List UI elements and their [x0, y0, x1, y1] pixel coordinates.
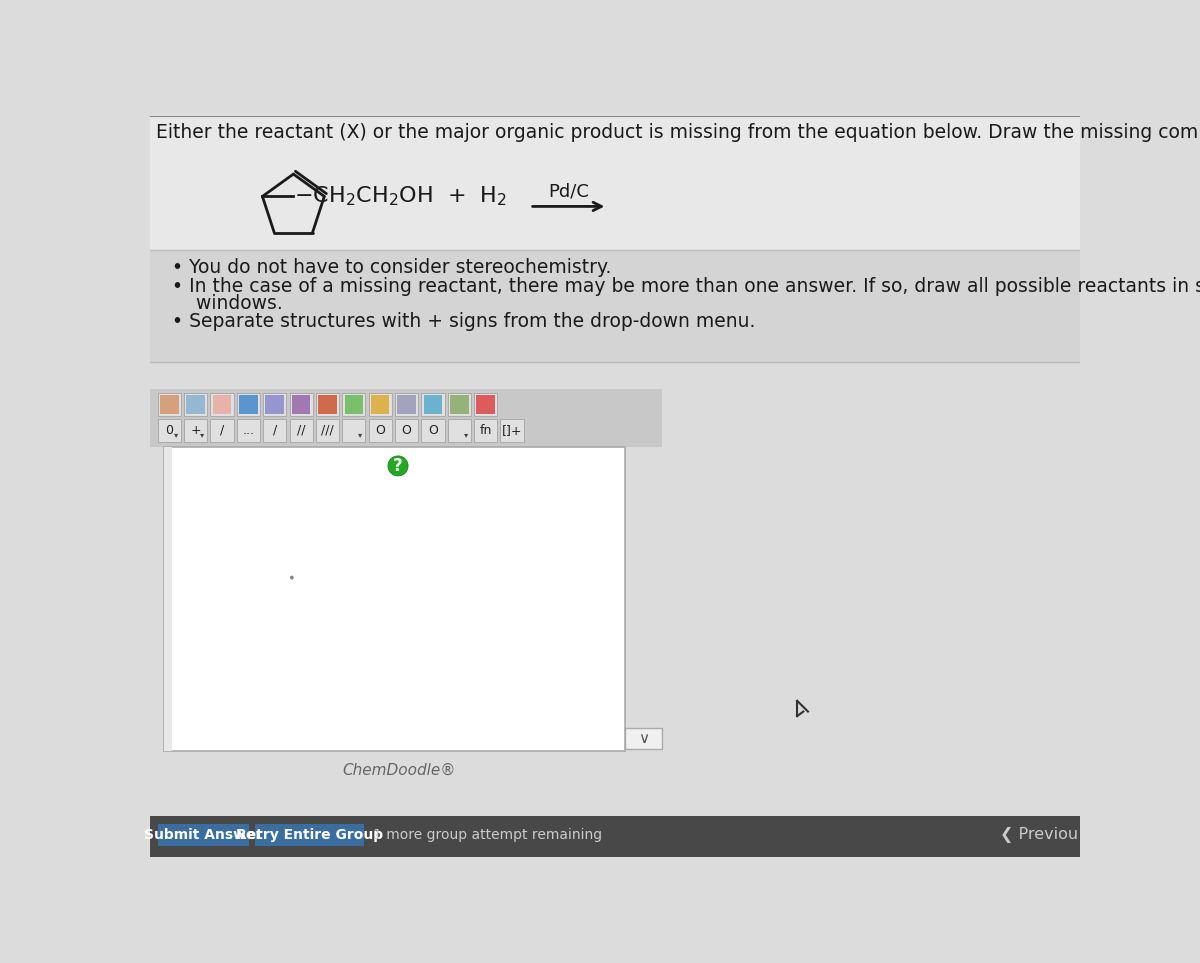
Text: Retry Entire Group: Retry Entire Group: [236, 828, 383, 842]
Bar: [397, 395, 416, 413]
Bar: [316, 419, 340, 442]
Bar: [625, 728, 662, 749]
Bar: [184, 393, 208, 416]
Text: //: //: [296, 424, 305, 437]
Circle shape: [388, 455, 408, 476]
Bar: [424, 395, 442, 413]
Bar: [157, 824, 250, 846]
Text: ❮ Previou: ❮ Previou: [1001, 827, 1079, 843]
Text: Either the reactant (X) or the major organic product is missing from the equatio: Either the reactant (X) or the major org…: [156, 123, 1200, 143]
Bar: [157, 419, 181, 442]
Bar: [212, 395, 232, 413]
Bar: [474, 419, 497, 442]
Text: ChemDoodle®: ChemDoodle®: [342, 763, 456, 777]
Text: • You do not have to consider stereochemistry.: • You do not have to consider stereochem…: [172, 258, 611, 277]
Bar: [239, 395, 258, 413]
Text: ▾: ▾: [463, 429, 468, 439]
Bar: [368, 393, 391, 416]
Bar: [395, 419, 418, 442]
Text: ...: ...: [242, 424, 254, 437]
Text: ▾: ▾: [358, 429, 362, 439]
Bar: [164, 447, 172, 751]
Bar: [150, 250, 1080, 362]
Bar: [256, 824, 364, 846]
Bar: [150, 362, 1080, 385]
Circle shape: [290, 576, 294, 580]
Text: +: +: [191, 424, 202, 437]
Text: Pd/C: Pd/C: [548, 182, 589, 200]
Text: ▾: ▾: [200, 429, 204, 439]
Text: ///: ///: [322, 424, 334, 437]
Bar: [421, 419, 444, 442]
Bar: [368, 419, 391, 442]
Text: /: /: [272, 424, 277, 437]
Bar: [476, 395, 494, 413]
Bar: [263, 419, 287, 442]
Text: 1 more group attempt remaining: 1 more group attempt remaining: [373, 828, 602, 842]
Bar: [164, 447, 625, 751]
Bar: [342, 393, 366, 416]
Text: O: O: [428, 424, 438, 437]
Bar: [210, 393, 234, 416]
Text: []+: []+: [502, 424, 522, 437]
Bar: [160, 395, 179, 413]
Bar: [318, 395, 337, 413]
Text: O: O: [402, 424, 412, 437]
Bar: [236, 419, 260, 442]
Bar: [265, 395, 284, 413]
Text: ▾: ▾: [174, 429, 178, 439]
Bar: [236, 393, 260, 416]
Text: O: O: [376, 424, 385, 437]
Bar: [150, 389, 661, 447]
Text: Submit Answer: Submit Answer: [144, 828, 263, 842]
Bar: [150, 116, 1080, 250]
Text: windows.: windows.: [172, 295, 282, 313]
Bar: [316, 393, 340, 416]
Bar: [292, 395, 311, 413]
Text: fn: fn: [479, 424, 492, 437]
Bar: [186, 395, 205, 413]
Text: 0: 0: [166, 424, 173, 437]
Text: • In the case of a missing reactant, there may be more than one answer. If so, d: • In the case of a missing reactant, the…: [172, 277, 1200, 297]
Bar: [371, 395, 390, 413]
Bar: [342, 419, 366, 442]
Bar: [263, 393, 287, 416]
Bar: [210, 419, 234, 442]
Bar: [421, 393, 444, 416]
Bar: [344, 395, 364, 413]
Text: /: /: [220, 424, 224, 437]
Bar: [157, 393, 181, 416]
Text: ∨: ∨: [638, 731, 649, 746]
Bar: [289, 419, 313, 442]
Text: $-$CH$_2$CH$_2$OH  +  H$_2$: $-$CH$_2$CH$_2$OH + H$_2$: [294, 185, 508, 208]
Bar: [450, 395, 468, 413]
Bar: [448, 419, 470, 442]
Bar: [150, 817, 1080, 857]
Bar: [448, 393, 470, 416]
Bar: [500, 419, 523, 442]
Bar: [395, 393, 418, 416]
Bar: [289, 393, 313, 416]
Text: • Separate structures with + signs from the drop-down menu.: • Separate structures with + signs from …: [172, 312, 755, 331]
Bar: [184, 419, 208, 442]
Bar: [474, 393, 497, 416]
Text: ?: ?: [394, 456, 403, 475]
